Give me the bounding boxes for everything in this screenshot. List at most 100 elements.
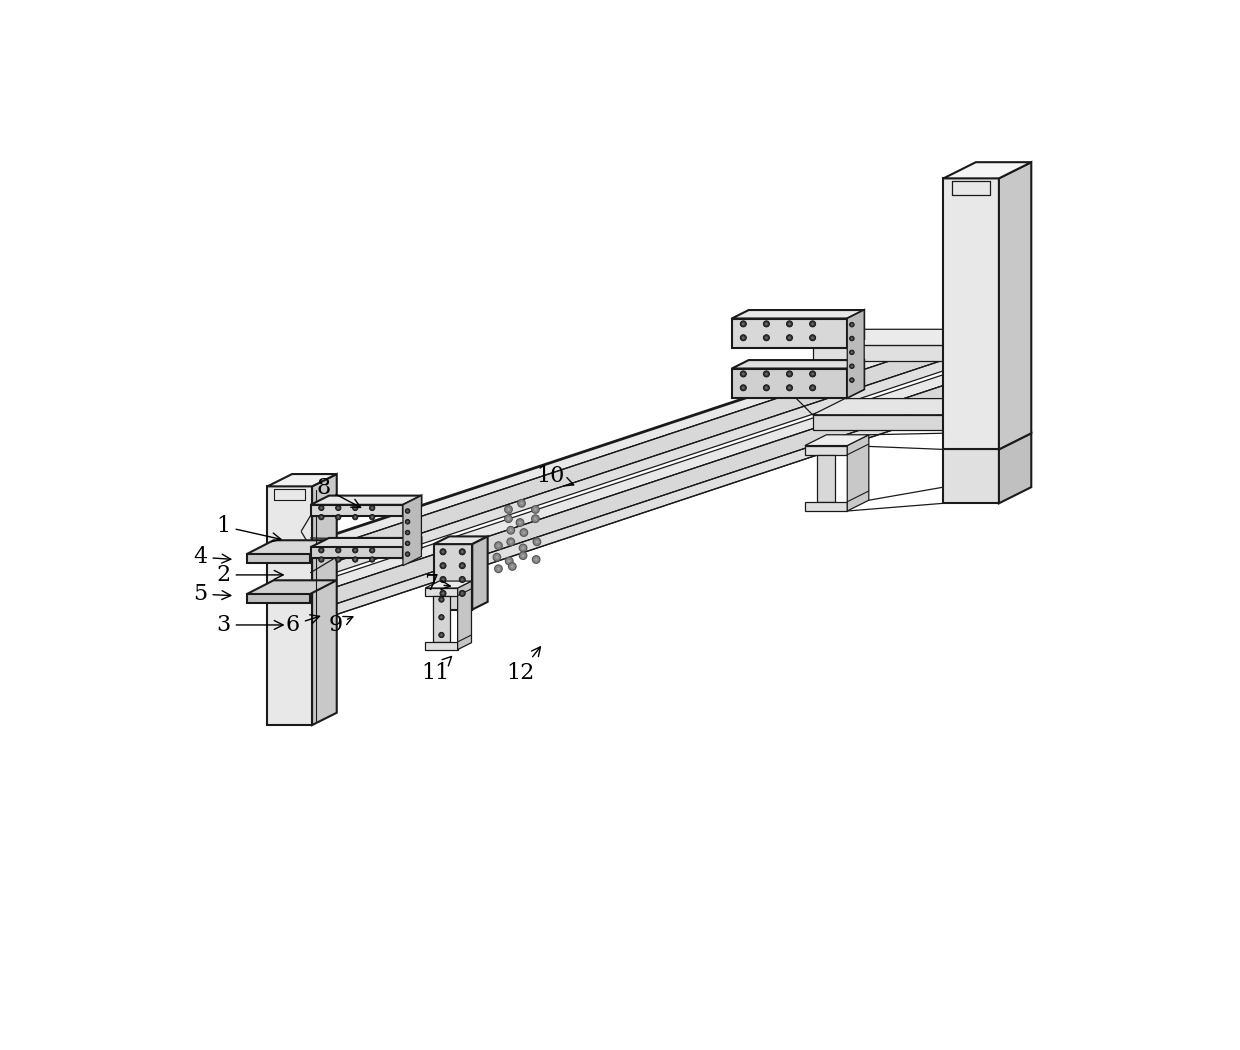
Circle shape [522,554,525,558]
Text: 3: 3 [217,614,283,636]
Circle shape [319,514,324,520]
Circle shape [740,384,746,391]
Circle shape [811,322,813,326]
Polygon shape [324,331,981,566]
Circle shape [764,371,770,377]
Circle shape [811,336,813,339]
Circle shape [337,549,340,551]
Polygon shape [812,415,944,430]
Circle shape [510,529,512,531]
Polygon shape [847,435,869,511]
Circle shape [849,378,854,382]
Polygon shape [732,310,864,318]
Circle shape [371,516,373,519]
Polygon shape [812,330,976,345]
Circle shape [764,335,770,341]
Circle shape [508,563,516,570]
Polygon shape [324,348,981,576]
Circle shape [320,516,322,519]
Circle shape [740,335,746,341]
Polygon shape [732,360,864,369]
Circle shape [810,335,816,341]
Circle shape [534,558,538,561]
Polygon shape [817,455,835,502]
Circle shape [495,555,498,559]
Circle shape [495,565,502,572]
Text: 10: 10 [537,465,574,487]
Polygon shape [403,496,422,516]
Polygon shape [310,496,422,505]
Polygon shape [324,373,981,608]
Circle shape [320,507,322,509]
Circle shape [505,514,512,523]
Circle shape [440,634,443,636]
Text: 5: 5 [193,583,231,605]
Circle shape [516,519,523,526]
Circle shape [405,541,410,546]
Circle shape [507,526,515,534]
Polygon shape [812,345,944,361]
Circle shape [407,553,409,555]
Circle shape [849,322,854,327]
Circle shape [461,579,464,581]
Text: 1: 1 [217,516,281,542]
Circle shape [370,548,374,553]
Text: 7: 7 [424,573,450,595]
Circle shape [517,500,526,507]
Circle shape [370,514,374,520]
Circle shape [851,365,853,368]
Polygon shape [458,581,471,650]
Circle shape [534,508,537,511]
Polygon shape [312,474,337,726]
Polygon shape [944,178,999,449]
Circle shape [765,322,768,326]
Circle shape [441,592,444,594]
Polygon shape [847,310,864,348]
Circle shape [459,549,465,554]
Circle shape [336,514,341,520]
Circle shape [507,518,510,520]
Polygon shape [999,162,1032,449]
Circle shape [742,322,745,326]
Polygon shape [310,505,403,516]
Polygon shape [403,496,422,566]
Circle shape [320,549,322,551]
Circle shape [849,364,854,369]
Polygon shape [847,310,864,398]
Circle shape [440,563,446,569]
Circle shape [511,565,513,568]
Circle shape [352,505,358,510]
Circle shape [370,556,374,562]
Circle shape [336,556,341,562]
Circle shape [786,371,792,377]
Circle shape [441,564,444,567]
Circle shape [506,558,513,565]
Circle shape [353,507,356,509]
Circle shape [849,350,854,355]
Circle shape [461,550,464,553]
Circle shape [810,384,816,391]
Polygon shape [425,581,471,588]
Polygon shape [433,595,450,642]
Text: 2: 2 [217,564,283,586]
Circle shape [439,596,444,603]
Circle shape [811,373,813,375]
Circle shape [353,549,356,551]
Circle shape [439,614,444,620]
Circle shape [810,371,816,377]
Circle shape [337,516,340,519]
Polygon shape [847,360,864,398]
Polygon shape [247,594,310,604]
Circle shape [405,552,410,557]
Circle shape [505,506,512,513]
Polygon shape [268,486,312,726]
Polygon shape [324,391,981,618]
Circle shape [522,546,525,549]
Circle shape [534,518,537,520]
Circle shape [440,616,443,618]
Circle shape [765,336,768,339]
Circle shape [439,632,444,637]
Polygon shape [425,642,458,650]
Polygon shape [805,435,869,445]
Circle shape [353,516,356,519]
